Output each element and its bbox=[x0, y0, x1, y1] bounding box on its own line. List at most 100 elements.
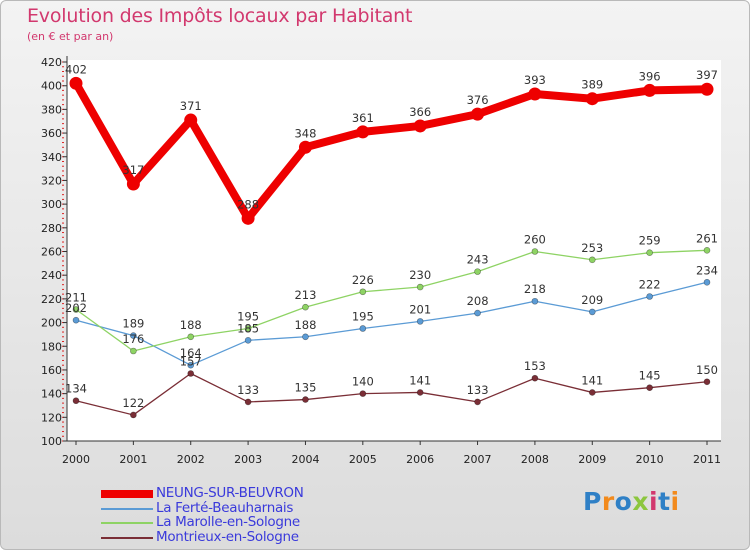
y-tick-label: 120 bbox=[41, 411, 62, 424]
series-la-fert-beauharnais bbox=[72, 278, 711, 369]
data-point bbox=[703, 278, 711, 286]
logo-letter: o bbox=[614, 487, 633, 516]
data-label: 230 bbox=[409, 268, 431, 282]
data-point bbox=[416, 389, 424, 396]
data-label: 153 bbox=[524, 359, 546, 373]
logo-letter: i bbox=[649, 487, 659, 516]
data-point bbox=[531, 297, 539, 305]
data-label: 288 bbox=[237, 197, 259, 211]
data-label: 389 bbox=[581, 78, 603, 92]
data-label: 213 bbox=[294, 288, 316, 302]
y-tick-label: 420 bbox=[41, 56, 62, 69]
data-label: 260 bbox=[524, 233, 546, 247]
y-tick-label: 260 bbox=[41, 246, 62, 259]
data-label: 226 bbox=[352, 273, 374, 287]
data-point bbox=[187, 333, 195, 341]
data-point bbox=[356, 125, 370, 139]
y-tick-label: 160 bbox=[41, 364, 62, 377]
data-point bbox=[588, 308, 596, 316]
data-point bbox=[413, 119, 427, 133]
data-point bbox=[531, 248, 539, 255]
data-point bbox=[585, 92, 599, 106]
legend-swatch bbox=[101, 507, 153, 510]
data-label: 253 bbox=[581, 241, 603, 255]
logo-letter: P bbox=[583, 487, 602, 516]
y-tick-label: 100 bbox=[41, 435, 62, 448]
data-labels: 202 189 164 185 188 195 201 208 218 209 222 234 211 1… bbox=[65, 62, 718, 410]
chart-title: Evolution des Impôts locaux par Habitant bbox=[27, 5, 413, 27]
data-point bbox=[646, 293, 653, 300]
data-point bbox=[72, 316, 80, 324]
y-tick-label: 140 bbox=[41, 388, 62, 401]
data-point bbox=[700, 82, 714, 96]
series-line bbox=[75, 249, 708, 352]
data-point bbox=[471, 107, 485, 121]
legend-swatch bbox=[101, 490, 153, 498]
data-label: 122 bbox=[122, 396, 144, 410]
data-point bbox=[531, 374, 539, 382]
data-point bbox=[359, 390, 367, 397]
logo-letter: i bbox=[670, 487, 680, 516]
y-tick-label: 400 bbox=[41, 80, 62, 93]
series-neung-sur-beuvron bbox=[69, 76, 714, 225]
data-label: 234 bbox=[696, 263, 718, 277]
data-point bbox=[187, 370, 195, 377]
data-label: 145 bbox=[639, 369, 661, 383]
y-tick-label: 380 bbox=[41, 103, 62, 116]
series-line bbox=[75, 372, 708, 416]
data-label: 396 bbox=[639, 69, 661, 83]
data-point bbox=[184, 113, 198, 127]
data-label: 218 bbox=[524, 282, 546, 296]
y-tick-label: 340 bbox=[41, 151, 62, 164]
data-point bbox=[244, 325, 252, 332]
x-tick-label: 2009 bbox=[578, 453, 606, 466]
data-point bbox=[528, 87, 542, 101]
data-label: 134 bbox=[65, 382, 87, 396]
data-label: 188 bbox=[180, 318, 202, 332]
data-label: 361 bbox=[352, 111, 374, 125]
legend-label: La Ferté-Beauharnais bbox=[156, 499, 294, 516]
data-label: 188 bbox=[294, 318, 316, 332]
data-point bbox=[646, 249, 653, 256]
data-label: 157 bbox=[180, 354, 202, 368]
chart-subtitle: (en € et par an) bbox=[27, 30, 114, 43]
data-point bbox=[646, 384, 653, 392]
x-tick-label: 2000 bbox=[62, 453, 90, 466]
data-label: 141 bbox=[581, 373, 603, 387]
data-label: 348 bbox=[294, 126, 316, 140]
series-montrieux-en-sologne bbox=[72, 370, 711, 419]
x-tick-label: 2004 bbox=[291, 453, 319, 466]
data-label: 195 bbox=[352, 309, 374, 323]
data-label: 189 bbox=[122, 317, 144, 331]
data-label: 133 bbox=[237, 383, 259, 397]
data-label: 366 bbox=[409, 105, 431, 119]
data-point bbox=[474, 309, 481, 317]
data-label: 135 bbox=[294, 381, 316, 395]
series-line bbox=[75, 281, 708, 366]
data-label: 176 bbox=[122, 332, 144, 346]
x-tick-label: 2008 bbox=[521, 453, 549, 466]
x-tick-label: 2003 bbox=[234, 453, 262, 466]
data-point bbox=[241, 211, 255, 225]
legend-label: NEUNG-SUR-BEUVRON bbox=[156, 485, 304, 501]
logo-letter: r bbox=[601, 487, 615, 516]
data-point bbox=[298, 140, 312, 154]
data-point bbox=[588, 389, 596, 396]
data-label: 393 bbox=[524, 73, 546, 87]
data-point bbox=[359, 288, 367, 296]
data-point bbox=[187, 361, 195, 369]
data-point bbox=[302, 303, 309, 311]
series-la-marolle-en-sologne bbox=[72, 247, 711, 355]
logo-letter: x bbox=[632, 487, 649, 516]
logo-letter: t bbox=[658, 487, 671, 516]
legend-swatch bbox=[101, 536, 153, 539]
data-label: 140 bbox=[352, 375, 374, 389]
data-point bbox=[302, 333, 309, 341]
data-label: 164 bbox=[180, 346, 202, 360]
y-tick-label: 320 bbox=[41, 174, 62, 187]
data-label: 243 bbox=[467, 253, 489, 267]
data-label: 202 bbox=[65, 301, 87, 315]
data-label: 201 bbox=[409, 302, 431, 316]
proxiti-logo: Proxiti bbox=[583, 487, 680, 516]
data-label: 133 bbox=[467, 383, 489, 397]
